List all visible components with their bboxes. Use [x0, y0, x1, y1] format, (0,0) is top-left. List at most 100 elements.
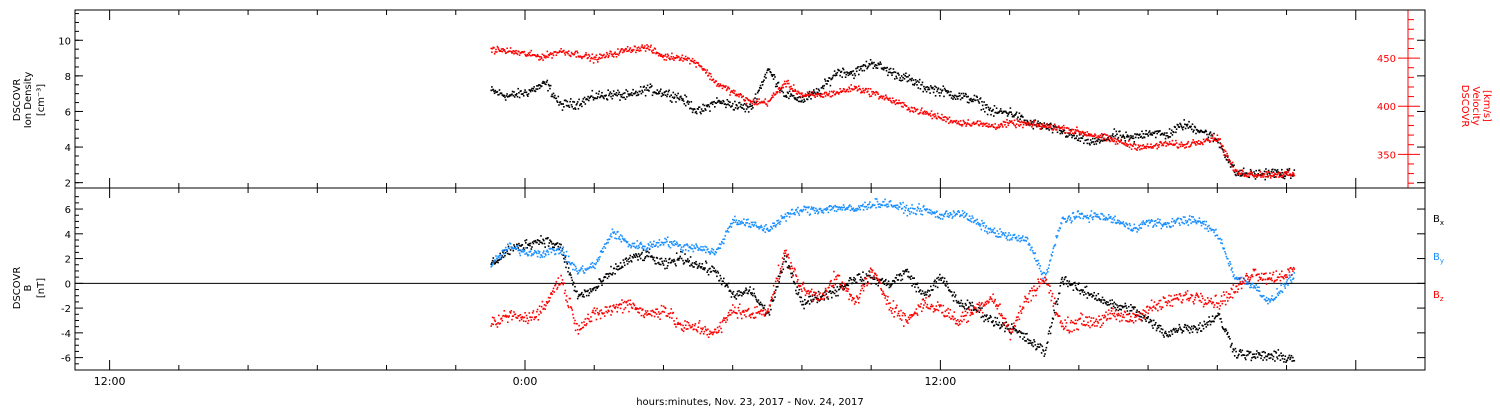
by-point	[544, 252, 546, 255]
by-point	[810, 206, 813, 208]
by-point	[1249, 284, 1252, 286]
velocity-point	[709, 78, 711, 81]
ion-density-point	[899, 77, 902, 79]
by-point	[993, 231, 995, 234]
ion-density-point	[725, 103, 728, 106]
velocity-point	[1080, 132, 1083, 134]
ion-density-point	[817, 92, 819, 94]
velocity-point	[1109, 140, 1111, 143]
ion-density-point	[1093, 143, 1095, 146]
ion-density-point	[1079, 140, 1082, 142]
ion-density-point	[892, 68, 895, 70]
bx-point	[1232, 348, 1235, 350]
bx-point	[1272, 355, 1275, 358]
ion-density-point	[831, 78, 833, 80]
bx-point	[738, 294, 741, 296]
bz-point	[573, 322, 576, 325]
velocity-point	[1083, 132, 1085, 134]
by-point	[720, 240, 723, 243]
ion-density-point	[1123, 136, 1125, 138]
ion-density-point	[645, 87, 648, 89]
velocity-point	[1065, 131, 1067, 134]
bx-point	[521, 244, 524, 246]
by-point	[666, 240, 668, 243]
velocity-point	[954, 121, 957, 123]
velocity-point	[727, 86, 730, 89]
by-point	[770, 225, 772, 228]
bx-point	[983, 320, 985, 323]
by-point	[1139, 227, 1141, 229]
by-point	[876, 200, 879, 203]
ion-density-point	[804, 100, 806, 102]
bz-point	[531, 316, 533, 319]
ion-density-point	[966, 101, 969, 104]
by-point	[742, 222, 744, 224]
ion-density-point	[1254, 173, 1256, 175]
bz-point	[525, 314, 528, 317]
bx-point	[987, 320, 990, 323]
velocity-point	[1030, 120, 1032, 123]
by-point	[522, 249, 524, 251]
by-point	[1274, 298, 1276, 300]
by-point	[806, 206, 808, 208]
by-point	[1203, 220, 1206, 223]
bx-point	[639, 257, 642, 260]
ion-density-point	[1115, 130, 1118, 133]
ion-density-point	[761, 81, 763, 83]
ion-density-point	[765, 77, 767, 79]
by-point	[729, 222, 732, 225]
bx-point	[808, 295, 810, 298]
bx-point	[860, 280, 863, 282]
bx-point	[1174, 331, 1176, 333]
bx-point	[1165, 332, 1167, 335]
by-point	[831, 208, 833, 211]
ion-density-point	[573, 101, 576, 103]
velocity-point	[1047, 124, 1049, 127]
bx-point	[986, 318, 989, 320]
by-point	[930, 213, 933, 215]
bx-point	[1171, 333, 1174, 335]
velocity-point	[1283, 173, 1285, 175]
velocity-point	[919, 111, 922, 114]
bx-point	[1138, 311, 1140, 313]
by-point	[894, 205, 896, 207]
ion-density-point	[1009, 107, 1012, 109]
ion-density-point	[876, 67, 879, 69]
by-point	[948, 214, 951, 217]
by-point	[1036, 264, 1039, 266]
bx-point	[827, 298, 830, 300]
ion-density-point	[932, 91, 935, 94]
bx-point	[1157, 325, 1159, 327]
velocity-point	[494, 51, 497, 53]
ion-density-point	[630, 92, 633, 94]
bx-point	[548, 242, 551, 244]
by-point	[1110, 221, 1113, 224]
velocity-point	[1071, 132, 1074, 134]
ion-density-point	[716, 97, 718, 99]
by-point	[1206, 227, 1208, 230]
ion-density-point	[1190, 125, 1192, 128]
velocity-point	[1133, 142, 1136, 145]
bx-point	[1145, 320, 1147, 322]
by-point	[777, 222, 779, 225]
by-point	[1283, 283, 1285, 285]
velocity-point	[1286, 174, 1289, 176]
velocity-point	[1263, 173, 1266, 175]
velocity-point	[1053, 123, 1056, 126]
ion-density-point	[834, 74, 837, 77]
by-point	[824, 208, 827, 210]
bz-point	[597, 313, 600, 316]
velocity-point	[692, 60, 695, 63]
bx-point	[988, 317, 991, 319]
velocity-point	[607, 56, 609, 59]
bx-point	[1103, 299, 1106, 302]
bx-point	[599, 278, 601, 280]
velocity-point	[1285, 171, 1288, 173]
velocity-point	[1174, 143, 1176, 145]
bx-point	[1129, 310, 1131, 312]
ion-density-point	[512, 94, 515, 97]
ion-density-point	[1255, 169, 1257, 172]
bx-point	[1015, 329, 1017, 331]
velocity-point	[1076, 126, 1078, 129]
velocity-point	[1084, 131, 1086, 134]
